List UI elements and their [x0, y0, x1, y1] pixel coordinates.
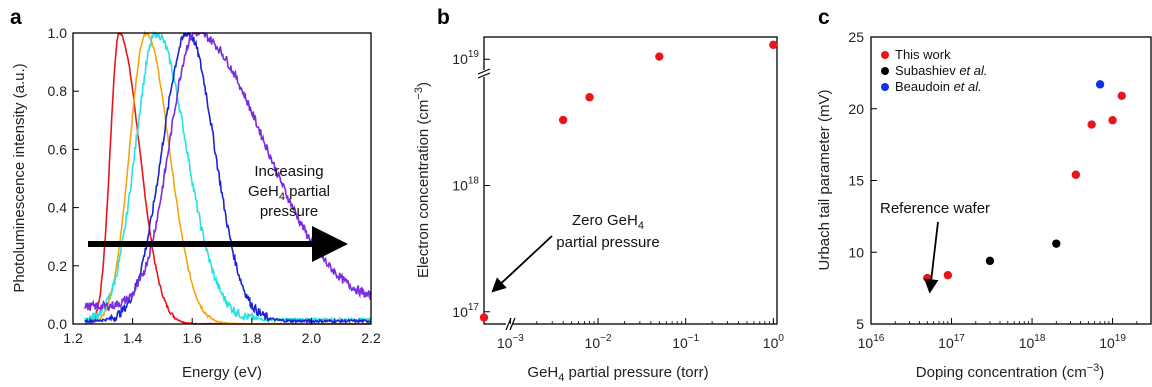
- panel-c-xtick-label: 1018: [1019, 333, 1046, 351]
- panel-c: c 1016 1017 1018 1019 5 10 15 20 25 This workSub…: [816, 6, 1152, 381]
- panel-b-frame: [483, 36, 778, 325]
- panel-a-ytick-label: 1.0: [48, 25, 68, 41]
- panel-a-xtick-label: 2.2: [361, 330, 381, 346]
- panel-b-points: [479, 40, 778, 322]
- panel-a-pl-curve-3: [84, 31, 372, 325]
- panel-a-ytick-label: 0.8: [48, 83, 68, 99]
- panel-c-point-s3-1: [1095, 80, 1105, 89]
- panel-b-annotation-arrow: [491, 235, 553, 293]
- panel-c-ytick-label: 20: [848, 101, 864, 117]
- panel-c-point-s2-2: [1052, 239, 1061, 248]
- panel-c-ytick-label: 15: [848, 173, 864, 189]
- panel-b-axis-break-y: [477, 68, 491, 79]
- legend-marker-2: [881, 67, 889, 75]
- panel-a-ytick-label: 0.2: [48, 258, 68, 274]
- panel-a-curves: [84, 30, 372, 325]
- panel-c-xlabel: Doping concentration (cm−3): [916, 362, 1104, 381]
- panel-a-ytick-label: 0.4: [48, 200, 68, 216]
- legend-marker-3: [881, 83, 889, 91]
- panel-c-xtick-label: 1019: [1099, 333, 1126, 351]
- panel-a-xtick-label: 1.8: [242, 330, 262, 346]
- panel-a-ticks: 1.2 1.4 1.6 1.8 2.0 2.2 0.0 0.2 0.4 0.6 0.8 1.0: [48, 25, 381, 346]
- panel-a-frame: [72, 32, 372, 325]
- legend-marker-1: [881, 51, 889, 59]
- panel-b-ylabel: Electron concentration (cm−3): [413, 82, 432, 278]
- panel-b: b 10−3 10−2 10−1 100 1017 1018 1019 GeH4 parti…: [413, 6, 784, 384]
- legend-label-1: This work: [895, 47, 951, 62]
- panel-b-annotation-line2: partial pressure: [556, 234, 659, 251]
- panel-b-ytick-label: 1017: [452, 302, 479, 320]
- panel-a-annotation-line1: Increasing: [254, 163, 323, 180]
- panel-b-point-1: [479, 313, 489, 322]
- panel-b-point-4: [655, 52, 664, 61]
- panel-c-point-s1-5: [1108, 116, 1117, 125]
- panel-b-point-3: [585, 93, 594, 102]
- panel-a-xtick-label: 1.2: [63, 330, 83, 346]
- panel-a-pl-curve-2: [84, 30, 372, 325]
- panel-b-xtick-label: 10−3: [497, 333, 524, 351]
- panel-a-label: a: [10, 6, 22, 29]
- panel-c-point-s1-6: [1117, 91, 1126, 101]
- panel-b-point-5: [769, 40, 778, 50]
- panel-b-ytick-label: 1018: [452, 175, 479, 193]
- panel-c-ylabel: Urbach tail parameter (mV): [816, 90, 833, 271]
- panel-a-xlabel: Energy (eV): [182, 364, 262, 381]
- panel-c-annotation-arrow: [924, 221, 939, 294]
- panel-c-point-s1-2: [943, 271, 953, 280]
- panel-a-xtick-label: 1.4: [123, 330, 143, 346]
- panel-b-xtick-label: 10−2: [585, 333, 612, 351]
- legend-label-2: Subashiev et al.: [895, 63, 988, 78]
- panel-c-ytick-label: 5: [856, 316, 864, 332]
- panel-b-ticks: 10−3 10−2 10−1 100 1017 1018 1019: [452, 49, 784, 351]
- panel-a-annotation-line3: pressure: [260, 203, 318, 220]
- panel-b-annotation-line1: Zero GeH4: [572, 212, 644, 232]
- panel-c-point-s1-3: [1071, 170, 1081, 179]
- panel-a-pl-curve-1: [84, 32, 372, 325]
- panel-c-ticks: 1016 1017 1018 1019 5 10 15 20 25: [848, 29, 1152, 351]
- panel-c-points: [923, 80, 1126, 283]
- panel-a-ylabel: Photoluminescence intensity (a.u.): [11, 63, 28, 292]
- legend-label-3: Beaudoin et al.: [895, 79, 982, 94]
- panel-b-ytick-label: 1019: [452, 49, 479, 67]
- panel-c-annotation: Reference wafer: [880, 200, 990, 217]
- panel-a-xtick-label: 2.0: [302, 330, 322, 346]
- panel-a-annotation-line2: GeH4 partial: [248, 183, 330, 203]
- panel-c-xtick-label: 1017: [938, 333, 965, 351]
- panel-c-point-s2-1: [985, 256, 995, 266]
- panel-a: a 1.2 1.4 1.6 1.8 2.0 2.2 0.0 0.2 0.4 0.6 0.8 1.0 E…: [10, 6, 381, 381]
- panel-c-ytick-label: 10: [848, 244, 864, 260]
- panel-b-point-2: [558, 115, 568, 125]
- panel-b-xtick-label: 10−1: [672, 333, 699, 351]
- panel-b-label: b: [437, 6, 450, 29]
- panel-a-xtick-label: 1.6: [182, 330, 202, 346]
- panel-a-ytick-label: 0.0: [48, 316, 68, 332]
- panel-c-xtick-label: 1016: [858, 333, 885, 351]
- panel-a-ytick-label: 0.6: [48, 141, 68, 157]
- panel-c-point-s1-4: [1087, 120, 1096, 129]
- panel-b-xlabel: GeH4 partial pressure (torr): [527, 364, 708, 384]
- panel-b-xtick-label: 100: [763, 333, 785, 351]
- panel-c-label: c: [818, 6, 830, 29]
- panel-c-ytick-label: 25: [848, 29, 864, 45]
- panel-a-pl-curve-4: [84, 31, 372, 325]
